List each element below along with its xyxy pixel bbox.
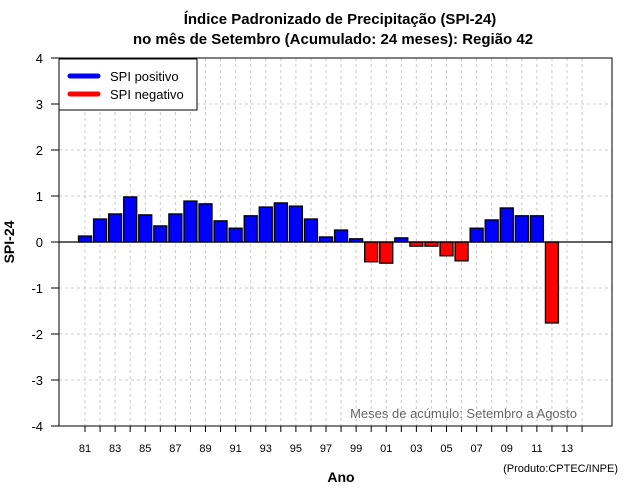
x-tick-label: 11 — [531, 443, 542, 455]
bar-positive — [273, 202, 288, 243]
bar-positive — [499, 207, 514, 243]
y-tick-label: 4 — [36, 51, 43, 66]
x-tick-label: 05 — [440, 443, 452, 455]
x-tick-label: 89 — [199, 443, 211, 455]
product-credit: (Produto:CPTEC/INPE) — [503, 463, 618, 475]
bar-negative — [364, 241, 379, 263]
bar-positive — [258, 206, 273, 243]
x-axis-label: Ano — [327, 469, 354, 485]
bar-negative — [454, 241, 469, 262]
x-tick-label: 01 — [380, 443, 392, 455]
bar-positive — [243, 215, 258, 243]
bar-negative — [424, 241, 439, 247]
x-tick-label: 09 — [501, 443, 513, 455]
y-tick-label: -1 — [31, 281, 43, 296]
bar-positive — [198, 203, 213, 243]
y-tick-label: -3 — [31, 373, 43, 388]
y-axis: 4 3 2 1 0 -1 -2 -3 -4 — [31, 51, 59, 434]
bar-negative — [544, 241, 560, 324]
bar-positive — [138, 214, 153, 243]
bar-positive — [394, 237, 409, 243]
bars — [77, 196, 560, 324]
bar-positive — [469, 227, 484, 243]
bar-positive — [168, 213, 183, 243]
bar-positive — [228, 227, 243, 243]
chart-title-line1: Índice Padronizado de Precipitação (SPI-… — [184, 11, 497, 28]
x-tick-label: 93 — [260, 443, 272, 455]
x-tick-label: 97 — [320, 443, 332, 455]
bar-negative — [379, 241, 394, 264]
x-tick-label: 91 — [230, 443, 242, 455]
bar-positive — [183, 200, 198, 243]
bar-positive — [529, 215, 545, 243]
x-tick-label: 83 — [109, 443, 121, 455]
bar-positive — [333, 229, 349, 243]
bar-positive — [213, 220, 228, 243]
x-tick-label: 03 — [410, 443, 422, 455]
x-tick-label: 99 — [350, 443, 362, 455]
bar-positive — [77, 235, 93, 243]
legend-box — [58, 58, 198, 111]
x-axis: 81 83 85 87 89 91 93 95 97 99 01 03 05 07 09 11 13 — [79, 426, 583, 455]
chart-title-line2: no mês de Setembro (Acumulado: 24 meses)… — [133, 31, 533, 48]
x-tick-label: 13 — [561, 443, 573, 455]
y-tick-label: 3 — [36, 97, 43, 112]
legend-label-positive: SPI positivo — [110, 69, 179, 84]
bar-positive — [514, 215, 529, 243]
x-tick-label: 81 — [79, 443, 91, 455]
bar-positive — [153, 225, 168, 243]
y-axis-label: SPI-24 — [1, 220, 17, 263]
y-tick-label: -2 — [31, 327, 43, 342]
x-tick-label: 87 — [169, 443, 181, 455]
y-tick-label: 1 — [36, 189, 43, 204]
y-tick-label: 0 — [36, 235, 43, 250]
x-tick-label: 85 — [139, 443, 151, 455]
y-tick-label: -4 — [31, 419, 43, 434]
x-tick-label: 95 — [290, 443, 302, 455]
legend-label-negative: SPI negativo — [110, 87, 184, 102]
bar-positive — [288, 205, 304, 243]
bar-negative — [439, 241, 454, 257]
bar-positive — [303, 218, 319, 243]
y-tick-label: 2 — [36, 143, 43, 158]
bar-positive — [92, 218, 108, 243]
bar-positive — [318, 236, 334, 243]
bar-negative — [409, 241, 424, 247]
bar-positive — [484, 219, 499, 243]
legend: SPI positivo SPI negativo — [58, 58, 198, 111]
bar-positive — [123, 196, 138, 243]
accumulation-annotation: Meses de acúmulo: Setembro a Agosto — [350, 406, 577, 421]
bar-positive — [107, 213, 123, 243]
x-tick-label: 07 — [471, 443, 483, 455]
grid — [59, 58, 612, 426]
